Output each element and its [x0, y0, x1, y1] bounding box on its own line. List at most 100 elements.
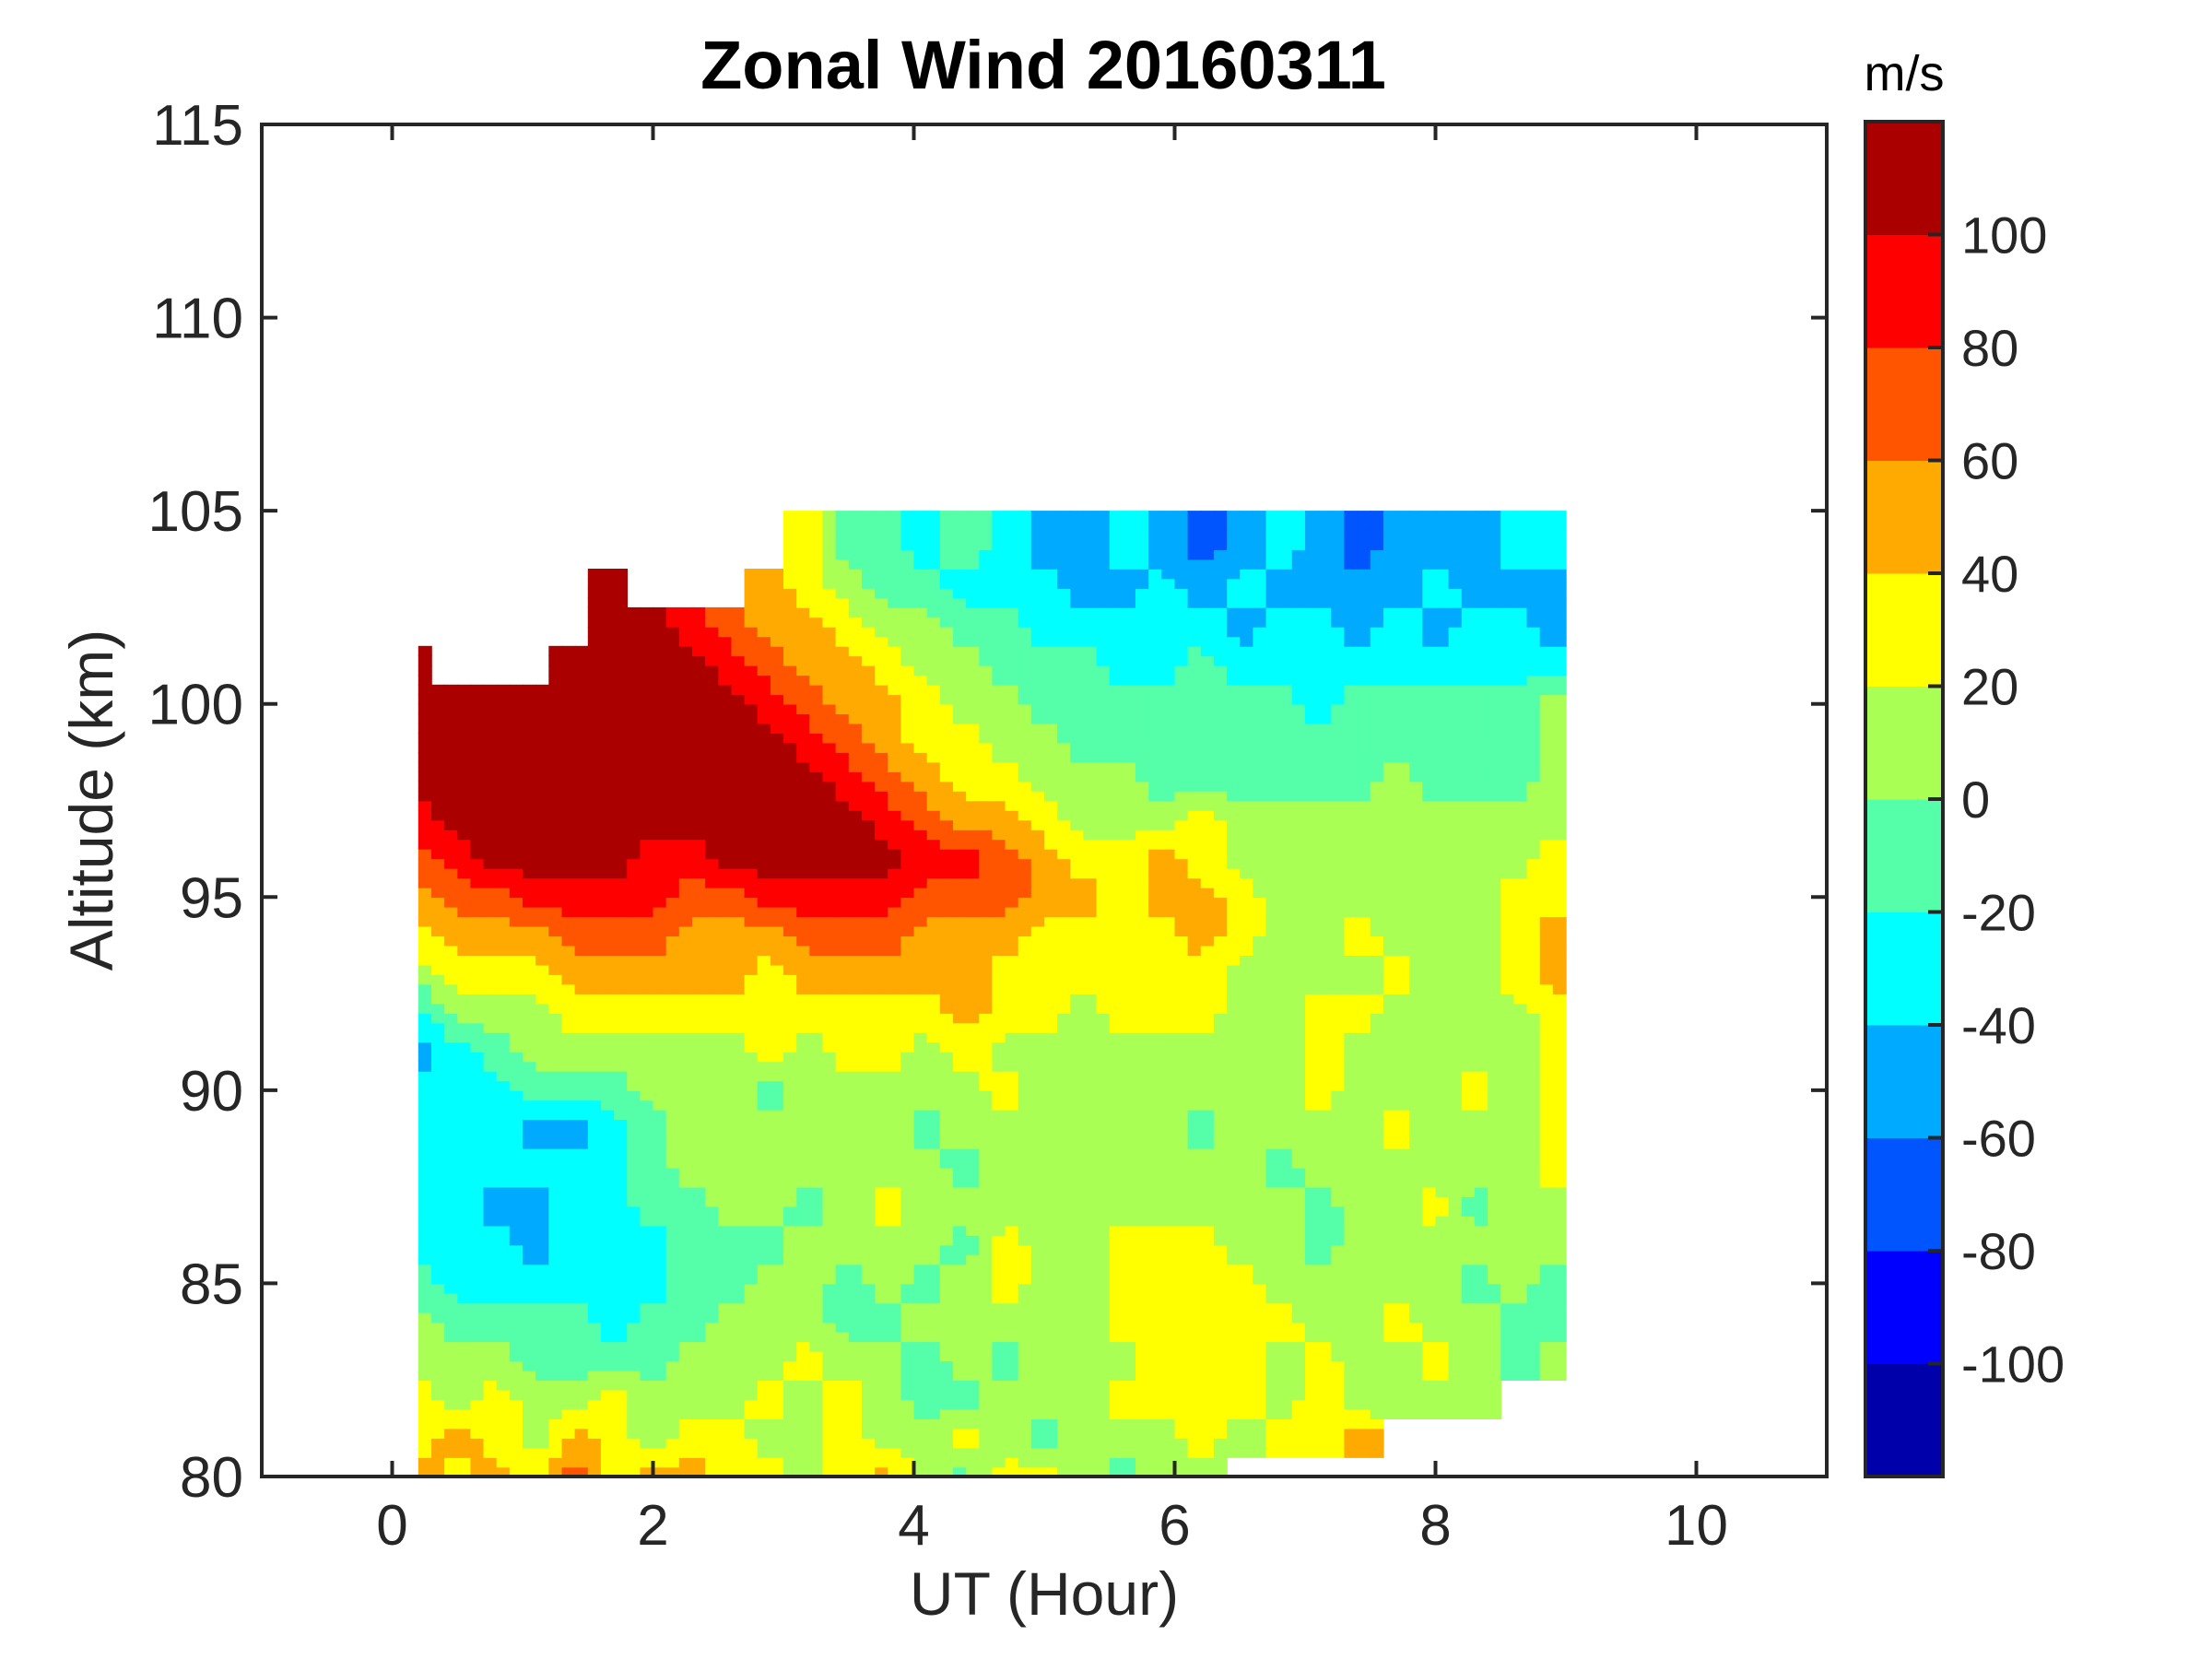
contour-cell — [1148, 1283, 1163, 1294]
contour-cell — [1253, 974, 1267, 985]
contour-cell — [574, 1032, 589, 1043]
contour-cell — [1474, 1061, 1488, 1072]
contour-cell — [627, 1186, 641, 1197]
contour-cell — [535, 935, 550, 947]
contour-cell — [1109, 1022, 1124, 1033]
contour-cell — [705, 1119, 719, 1130]
contour-cell — [483, 1399, 498, 1410]
contour-cell — [1488, 1254, 1501, 1265]
contour-cell — [1122, 1138, 1136, 1149]
contour-cell — [1552, 1041, 1567, 1053]
contour-cell — [992, 1457, 1006, 1468]
contour-cell — [1278, 1032, 1293, 1043]
contour-cell — [718, 1216, 733, 1227]
contour-cell — [796, 1051, 811, 1063]
contour-cell — [1018, 955, 1032, 966]
contour-cell — [431, 1447, 445, 1458]
contour-cell — [470, 1128, 485, 1140]
contour-cell — [783, 1438, 797, 1449]
contour-cell — [535, 1350, 550, 1362]
contour-cell — [731, 1128, 746, 1140]
contour-cell — [1318, 935, 1333, 947]
contour-cell — [1422, 1100, 1437, 1111]
contour-cell — [523, 925, 536, 936]
contour-cell — [1253, 1274, 1267, 1285]
contour-cell — [770, 925, 784, 936]
contour-cell — [1161, 945, 1176, 956]
contour-cell — [1122, 1428, 1136, 1439]
contour-cell — [705, 1138, 719, 1149]
contour-cell — [574, 1041, 589, 1053]
contour-cell — [627, 1080, 641, 1091]
contour-cell — [1213, 1418, 1228, 1430]
contour-cell — [783, 1292, 797, 1304]
contour-cell — [1474, 955, 1488, 966]
contour-cell — [1240, 1003, 1254, 1014]
contour-cell — [1357, 1274, 1371, 1285]
contour-cell — [418, 1322, 432, 1333]
contour-cell — [796, 1216, 811, 1227]
contour-cell — [1174, 1080, 1189, 1091]
contour-cell — [835, 983, 850, 994]
contour-cell — [1265, 1119, 1280, 1130]
contour-cell — [665, 1032, 680, 1043]
contour-cell — [561, 1051, 576, 1063]
contour-cell — [1539, 1254, 1554, 1265]
contour-cell — [913, 1408, 928, 1419]
contour-cell — [1265, 1447, 1280, 1458]
contour-cell — [1253, 1041, 1267, 1053]
contour-cell — [1200, 1418, 1215, 1430]
contour-cell — [1187, 1022, 1202, 1033]
contour-cell — [731, 1022, 746, 1033]
contour-cell — [1539, 1147, 1554, 1159]
contour-cell — [692, 1109, 706, 1121]
contour-cell — [614, 1158, 628, 1169]
contour-cell — [913, 1089, 928, 1101]
contour-cell — [796, 1186, 811, 1197]
contour-cell — [1227, 1399, 1241, 1410]
contour-cell — [1005, 983, 1019, 994]
contour-cell — [1513, 964, 1528, 975]
contour-cell — [1161, 1428, 1176, 1439]
contour-cell — [888, 1177, 902, 1188]
contour-cell — [1513, 1254, 1528, 1265]
contour-cell — [1500, 1177, 1515, 1188]
contour-cell — [939, 994, 954, 1005]
contour-cell — [1253, 955, 1267, 966]
contour-cell — [496, 1389, 511, 1400]
contour-cell — [1227, 1292, 1241, 1304]
contour-cell — [1030, 1032, 1045, 1043]
contour-cell — [640, 1370, 654, 1381]
contour-cell — [509, 925, 524, 936]
contour-cell — [1305, 1138, 1319, 1149]
contour-cell — [835, 916, 850, 927]
contour-cell — [1409, 1100, 1424, 1111]
contour-cell — [1291, 1408, 1306, 1419]
contour-cell — [1539, 1119, 1554, 1130]
contour-cell — [1096, 1350, 1111, 1362]
contour-cell — [809, 1167, 824, 1178]
contour-cell — [627, 916, 641, 927]
contour-cell — [1083, 1331, 1098, 1343]
contour-cell — [809, 955, 824, 966]
contour-cell — [548, 1322, 563, 1333]
contour-cell — [627, 1235, 641, 1246]
contour-cell — [1135, 1244, 1149, 1255]
contour-cell — [1357, 1244, 1371, 1255]
contour-cell — [1344, 1003, 1359, 1014]
contour-cell — [1070, 1264, 1085, 1275]
contour-cell — [1291, 1196, 1306, 1207]
contour-cell — [1083, 1457, 1098, 1468]
contour-cell — [900, 1032, 915, 1043]
contour-cell — [1370, 1331, 1384, 1343]
contour-cell — [888, 964, 902, 975]
contour-cell — [757, 1350, 771, 1362]
contour-cell — [1513, 1370, 1528, 1381]
contour-cell — [653, 1167, 667, 1178]
contour-cell — [1552, 1244, 1567, 1255]
contour-cell — [979, 1302, 994, 1313]
contour-cell — [431, 925, 445, 936]
contour-cell — [900, 1167, 915, 1178]
contour-cell — [1109, 1225, 1124, 1236]
contour-cell — [653, 1080, 667, 1091]
